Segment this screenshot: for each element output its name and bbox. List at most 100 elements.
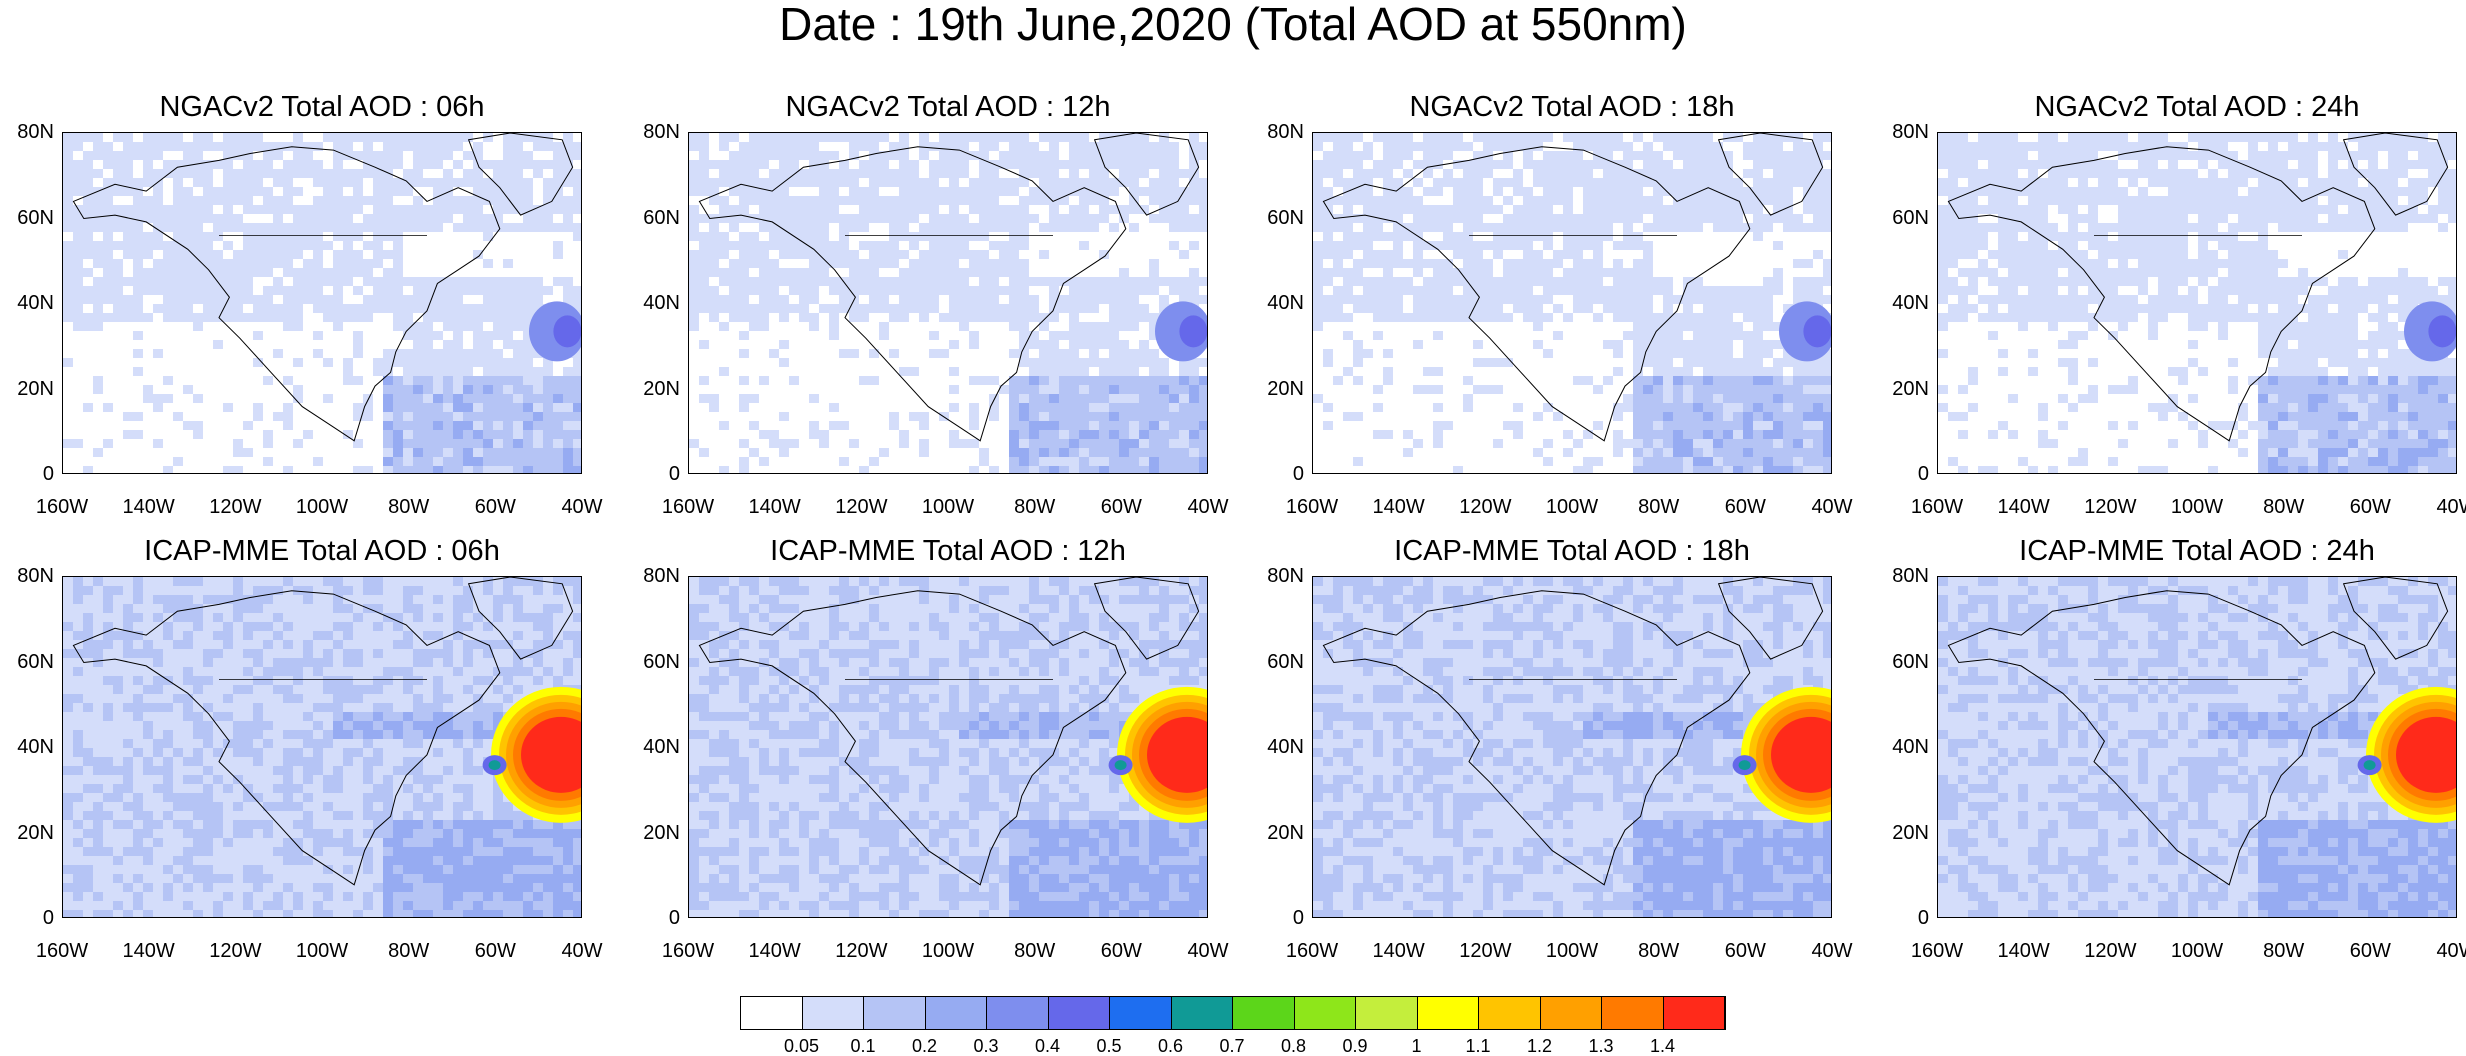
aod-cell xyxy=(919,205,929,214)
aod-cell xyxy=(1653,241,1663,250)
aod-cell xyxy=(719,358,729,367)
aod-cell xyxy=(1533,286,1543,295)
aod-cell xyxy=(979,196,989,205)
aod-cell xyxy=(819,331,829,340)
aod-cell xyxy=(929,394,939,403)
aod-cell xyxy=(999,367,1009,376)
aod-cell xyxy=(1373,142,1383,151)
aod-cell xyxy=(493,205,503,214)
aod-cell xyxy=(999,421,1009,430)
aod-cell xyxy=(1803,169,1813,178)
aod-cell xyxy=(483,448,493,457)
aod-cell xyxy=(1583,178,1593,187)
aod-cell xyxy=(193,151,203,160)
aod-cell xyxy=(523,376,533,385)
aod-cell xyxy=(1119,169,1129,178)
aod-cell xyxy=(1803,232,1813,241)
aod-cell xyxy=(989,241,999,250)
aod-cell xyxy=(909,331,919,340)
aod-cell xyxy=(929,169,939,178)
aod-cell xyxy=(999,205,1009,214)
aod-cell xyxy=(769,439,779,448)
aod-cell xyxy=(1503,151,1513,160)
aod-cell xyxy=(63,151,73,160)
aod-cell xyxy=(809,169,819,178)
aod-cell xyxy=(533,223,543,232)
aod-cell xyxy=(553,223,563,232)
aod-cell xyxy=(729,241,739,250)
aod-cell xyxy=(373,268,383,277)
aod-cell xyxy=(689,439,699,448)
aod-cell xyxy=(1029,421,1039,430)
aod-cell xyxy=(263,322,273,331)
aod-cell xyxy=(1019,394,1029,403)
aod-cell xyxy=(473,421,483,430)
aod-cell xyxy=(1463,196,1473,205)
aod-cell xyxy=(1503,241,1513,250)
aod-cell xyxy=(1543,286,1553,295)
aod-cell xyxy=(183,277,193,286)
aod-cell xyxy=(173,403,183,412)
aod-cell xyxy=(393,241,403,250)
aod-cell xyxy=(1109,394,1119,403)
aod-cell xyxy=(483,187,493,196)
aod-cell xyxy=(939,223,949,232)
aod-cell xyxy=(939,205,949,214)
aod-cell xyxy=(999,250,1009,259)
aod-cell xyxy=(483,340,493,349)
aod-cell xyxy=(869,151,879,160)
aod-cell xyxy=(769,322,779,331)
aod-cell xyxy=(1593,259,1603,268)
aod-cell xyxy=(453,286,463,295)
aod-cell xyxy=(573,457,581,466)
aod-cell xyxy=(1783,286,1793,295)
aod-cell xyxy=(919,187,929,196)
aod-cell xyxy=(1553,151,1563,160)
aod-cell xyxy=(1149,322,1159,331)
aod-cell xyxy=(313,385,323,394)
aod-cell xyxy=(383,196,393,205)
aod-cell xyxy=(1633,241,1643,250)
aod-cell xyxy=(533,430,543,439)
aod-cell xyxy=(809,268,819,277)
aod-cell xyxy=(1633,295,1643,304)
aod-cell xyxy=(1753,187,1763,196)
aod-cell xyxy=(759,331,769,340)
aod-cell xyxy=(233,466,243,473)
aod-cell xyxy=(789,250,799,259)
aod-cell xyxy=(513,151,523,160)
aod-cell xyxy=(1089,151,1099,160)
aod-cell xyxy=(1119,250,1129,259)
aod-cell xyxy=(1613,277,1623,286)
x-tick-label: 120W xyxy=(209,496,262,518)
aod-cell xyxy=(1443,223,1453,232)
aod-cell xyxy=(233,232,243,241)
aod-cell xyxy=(303,133,313,142)
aod-cell xyxy=(433,331,443,340)
aod-cell xyxy=(493,187,503,196)
aod-cell xyxy=(999,403,1009,412)
aod-cell xyxy=(63,385,73,394)
aod-cell xyxy=(233,421,243,430)
aod-cell xyxy=(513,430,523,439)
aod-cell xyxy=(779,367,789,376)
aod-cell xyxy=(193,394,203,403)
aod-cell xyxy=(483,133,493,142)
aod-cell xyxy=(343,439,353,448)
aod-cell xyxy=(1019,322,1029,331)
aod-cell xyxy=(363,169,373,178)
aod-cell xyxy=(1159,277,1169,286)
aod-cell xyxy=(303,439,313,448)
aod-cell xyxy=(373,295,383,304)
aod-cell xyxy=(829,367,839,376)
aod-cell xyxy=(1059,394,1069,403)
aod-cell xyxy=(273,322,283,331)
aod-cell xyxy=(729,214,739,223)
aod-cell xyxy=(563,214,573,223)
aod-cell xyxy=(919,304,929,313)
aod-cell xyxy=(393,367,403,376)
aod-cell xyxy=(1553,160,1563,169)
aod-cell xyxy=(809,439,819,448)
aod-cell xyxy=(1009,304,1019,313)
aod-cell xyxy=(1593,277,1603,286)
